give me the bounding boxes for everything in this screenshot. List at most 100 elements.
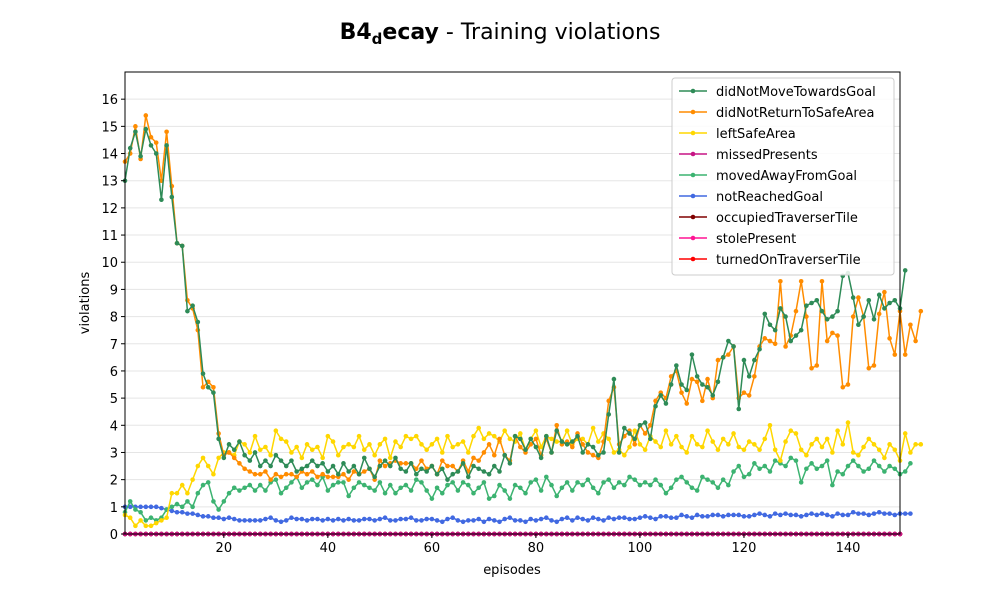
data-point — [382, 490, 388, 496]
data-point — [403, 433, 409, 439]
data-point — [809, 511, 814, 516]
data-point — [367, 516, 372, 522]
data-point — [413, 466, 419, 472]
data-point — [424, 447, 429, 453]
data-point — [231, 516, 237, 522]
x-tick-label: 40 — [320, 541, 337, 556]
y-tick-label: 8 — [110, 311, 118, 326]
data-point — [346, 469, 351, 474]
data-point — [174, 490, 180, 496]
legend-swatch-marker — [690, 130, 696, 136]
data-point — [850, 295, 856, 300]
data-point — [544, 515, 549, 520]
data-point — [278, 519, 284, 525]
data-point — [819, 308, 825, 314]
data-point — [804, 314, 809, 319]
data-point — [819, 511, 825, 516]
data-point — [824, 512, 830, 518]
legend-label: missedPresents — [716, 148, 818, 163]
data-point — [393, 490, 398, 496]
data-point — [294, 469, 299, 474]
data-point — [596, 490, 601, 496]
data-point — [304, 463, 310, 469]
data-point — [590, 515, 596, 520]
data-point — [871, 511, 877, 516]
data-point — [304, 518, 310, 523]
data-point — [700, 398, 705, 404]
data-point — [278, 474, 284, 480]
legend: didNotMoveTowardsGoal didNotReturnToSafeA… — [671, 77, 895, 276]
data-point — [159, 505, 164, 511]
data-point — [845, 382, 851, 387]
data-point — [637, 422, 643, 428]
data-point — [367, 485, 372, 491]
data-point — [830, 482, 835, 488]
data-point — [757, 447, 762, 453]
data-point — [627, 516, 632, 522]
data-point — [642, 420, 648, 425]
data-point — [153, 151, 159, 156]
data-point — [257, 518, 263, 523]
data-point — [195, 490, 201, 496]
data-point — [263, 458, 268, 463]
data-point — [335, 480, 341, 485]
data-point — [309, 477, 315, 482]
data-point — [804, 303, 809, 309]
data-point — [689, 485, 695, 491]
y-tick-label: 14 — [101, 148, 118, 163]
x-tick-label: 120 — [732, 541, 757, 556]
data-point — [788, 428, 794, 434]
data-point — [710, 439, 716, 444]
series-group — [122, 113, 924, 537]
data-point — [856, 463, 861, 469]
data-point — [346, 477, 351, 482]
data-point — [455, 518, 461, 523]
data-point — [778, 458, 783, 463]
data-point — [611, 485, 617, 491]
data-point — [398, 461, 403, 466]
data-point — [138, 504, 143, 510]
x-tick-label: 140 — [836, 541, 861, 556]
data-point — [554, 439, 560, 444]
data-point — [892, 512, 898, 518]
data-point — [320, 518, 325, 523]
data-point — [205, 514, 211, 519]
y-tick-label: 15 — [101, 120, 118, 135]
data-point — [627, 444, 632, 450]
data-point — [876, 311, 882, 317]
data-point — [315, 482, 320, 488]
data-point — [871, 442, 877, 447]
data-point — [335, 452, 341, 458]
data-point — [159, 518, 164, 523]
data-point — [570, 488, 575, 493]
data-point — [689, 515, 695, 520]
data-point — [876, 447, 882, 453]
data-point — [341, 461, 346, 466]
data-point — [237, 461, 242, 466]
data-point — [767, 422, 773, 428]
data-point — [361, 455, 367, 461]
data-point — [840, 512, 846, 518]
data-point — [741, 514, 747, 519]
data-point — [720, 477, 726, 482]
data-point — [793, 431, 799, 436]
data-point — [247, 458, 253, 463]
data-point — [330, 474, 336, 480]
data-point — [902, 431, 908, 436]
data-point — [824, 317, 830, 322]
series-line — [124, 421, 921, 527]
data-point — [793, 458, 799, 463]
data-point — [819, 278, 825, 284]
data-point — [148, 143, 154, 148]
data-point — [783, 344, 788, 349]
data-point — [434, 436, 440, 442]
data-point — [299, 466, 305, 472]
data-point — [757, 511, 762, 516]
data-point — [824, 458, 830, 463]
data-point — [694, 512, 700, 518]
data-point — [393, 455, 398, 461]
data-point — [518, 518, 523, 523]
data-point — [736, 444, 742, 450]
data-point — [918, 442, 924, 447]
data-point — [273, 452, 279, 458]
